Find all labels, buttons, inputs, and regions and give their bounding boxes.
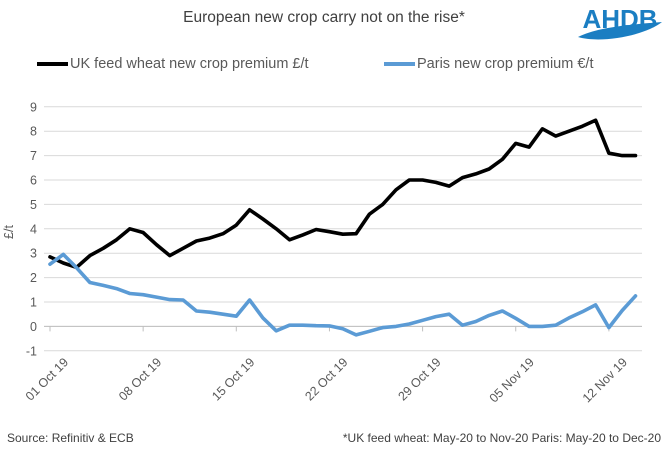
legend-item-uk: UK feed wheat new crop premium £/t <box>37 55 309 73</box>
legend-label-uk: UK feed wheat new crop premium £/t <box>70 56 309 72</box>
x-axis-tick-label: 01 Oct 19 <box>23 355 71 403</box>
uk-feed-wheat-series-line <box>48 118 638 270</box>
paris-series-line <box>48 252 638 337</box>
ahdb-logo: AHDB <box>578 4 662 40</box>
x-axis-tick-label: 05 Nov 19 <box>487 355 537 405</box>
ahdb-logo-swoosh-icon <box>578 22 662 40</box>
y-axis-tick-label: 8 <box>30 125 37 139</box>
x-axis-tick-label: 22 Oct 19 <box>302 355 350 403</box>
legend-label-paris: Paris new crop premium €/t <box>417 56 594 72</box>
source-text: Source: Refinitiv & ECB <box>7 431 134 445</box>
legend-line-swatch-paris <box>384 62 415 66</box>
y-axis-title: £/t <box>2 225 16 239</box>
y-axis-tick-label: 3 <box>30 247 37 261</box>
x-axis-tick-label: 08 Oct 19 <box>116 355 164 403</box>
legend-line-swatch-uk <box>37 62 68 66</box>
y-axis-tick-label: 5 <box>30 198 37 212</box>
y-axis-tick-label: 1 <box>30 296 37 310</box>
y-axis-tick-label: -1 <box>26 344 37 358</box>
footnote-text: *UK feed wheat: May-20 to Nov-20 Paris: … <box>342 431 661 445</box>
y-axis-tick-label: 2 <box>30 271 37 285</box>
y-axis-tick-label: 9 <box>30 100 37 114</box>
y-axis-tick-label: 7 <box>30 149 37 163</box>
legend-item-paris: Paris new crop premium €/t <box>384 55 593 73</box>
x-axis-tick-label: 15 Oct 19 <box>209 355 257 403</box>
x-axis-tick-label: 12 Nov 19 <box>580 355 630 405</box>
y-axis-tick-label: 6 <box>30 174 37 188</box>
y-axis-tick-label: 4 <box>30 222 37 236</box>
y-axis-tick-label: 0 <box>30 320 37 334</box>
x-axis-tick-label: 29 Oct 19 <box>395 355 443 403</box>
chart-title: European new crop carry not on the rise* <box>183 9 465 26</box>
